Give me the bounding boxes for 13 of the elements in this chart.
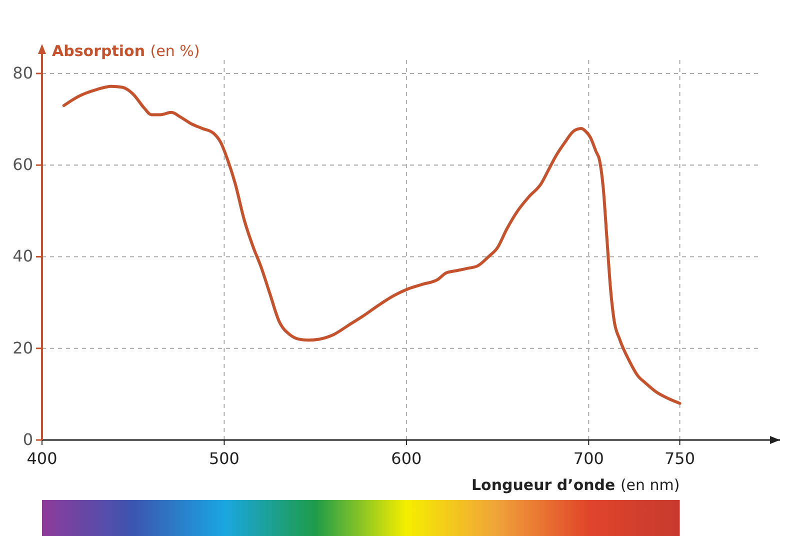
y-tick-label: 80 (12, 63, 33, 82)
line-series (62, 84, 682, 405)
y-tick-label: 20 (12, 338, 33, 358)
x-tick-label: 400 (26, 449, 58, 468)
x-tick-label: 600 (391, 449, 422, 468)
y-tick-label: 0 (22, 430, 33, 449)
y-tick-label: 40 (12, 246, 33, 266)
x-tick-label: 750 (664, 449, 696, 468)
y-axis-title: Absorption (en %) (52, 42, 200, 60)
y-tick-label: 60 (12, 155, 33, 174)
x-tick-label: 500 (208, 449, 240, 468)
x-tick-label: 700 (573, 449, 604, 468)
x-axis-title: Longueur d’onde (en nm) (471, 476, 680, 494)
